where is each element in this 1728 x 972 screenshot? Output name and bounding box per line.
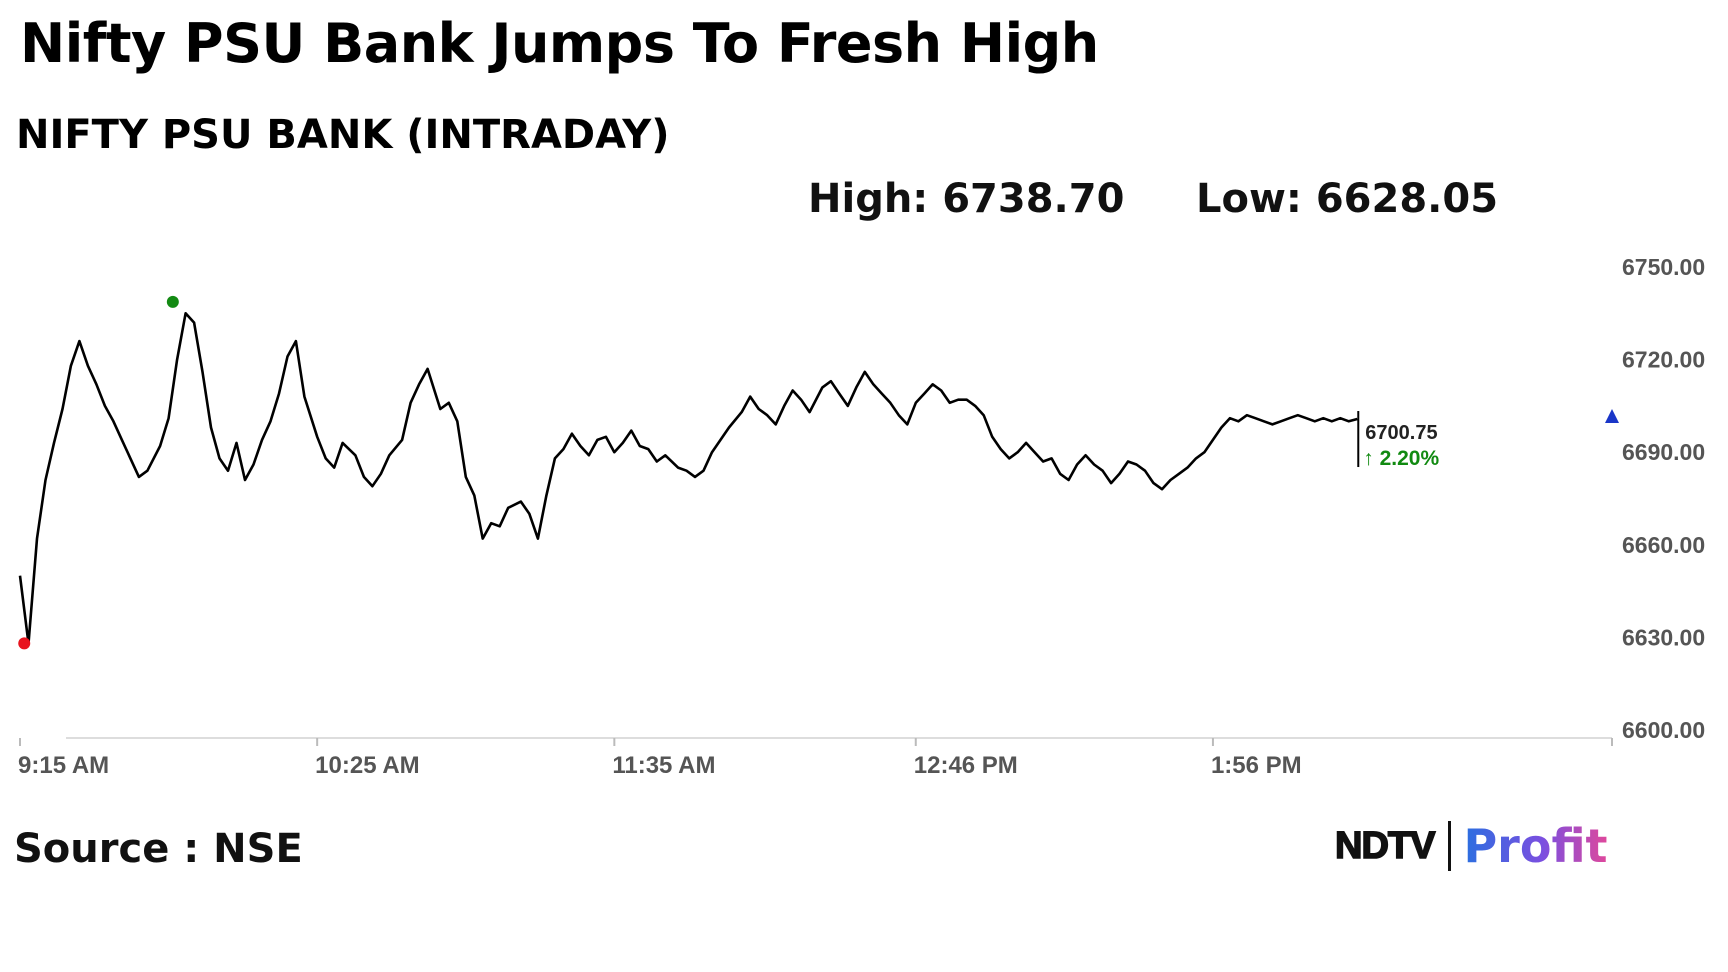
y-tick-label: 6720.00	[1622, 347, 1705, 373]
logo-divider	[1448, 821, 1452, 871]
last-value-label: 6700.75	[1365, 422, 1437, 444]
last-value-marker	[1605, 409, 1619, 424]
chart-title: NIFTY PSU BANK (INTRADAY)	[16, 112, 670, 158]
plot-area	[18, 295, 1619, 650]
y-tick-label: 6750.00	[1622, 254, 1705, 280]
high-marker	[166, 295, 179, 308]
y-tick-label: 6660.00	[1622, 532, 1705, 558]
price-line	[18, 311, 1358, 645]
chart-axes	[19, 737, 1613, 746]
y-tick-label: 6600.00	[1622, 717, 1705, 743]
low-stat: Low: 6628.05	[1196, 176, 1499, 222]
axis-labels: 6750.00 6720.00 6690.00 6660.00 6630.00 6600.…	[18, 254, 1705, 779]
x-tick-label: 10:25 AM	[315, 752, 419, 779]
last-change-label: ↑ 2.20%	[1363, 447, 1439, 470]
headline: Nifty PSU Bank Jumps To Fresh High	[20, 12, 1099, 75]
source-note: Source : NSE	[14, 826, 303, 872]
y-tick-label: 6690.00	[1622, 439, 1705, 465]
logo-profit-text: Profit	[1463, 819, 1608, 873]
low-marker	[18, 637, 31, 650]
ndtv-profit-logo: NDTV Profit	[1334, 818, 1608, 874]
x-tick-label: 9:15 AM	[18, 752, 109, 779]
x-tick-label: 12:46 PM	[914, 752, 1018, 779]
high-stat: High: 6738.70	[808, 176, 1125, 222]
x-tick-label: 11:35 AM	[612, 752, 715, 779]
y-tick-label: 6630.00	[1622, 624, 1705, 650]
x-tick-label: 1:56 PM	[1211, 752, 1302, 779]
logo-ndtv-text: NDTV	[1334, 824, 1436, 868]
